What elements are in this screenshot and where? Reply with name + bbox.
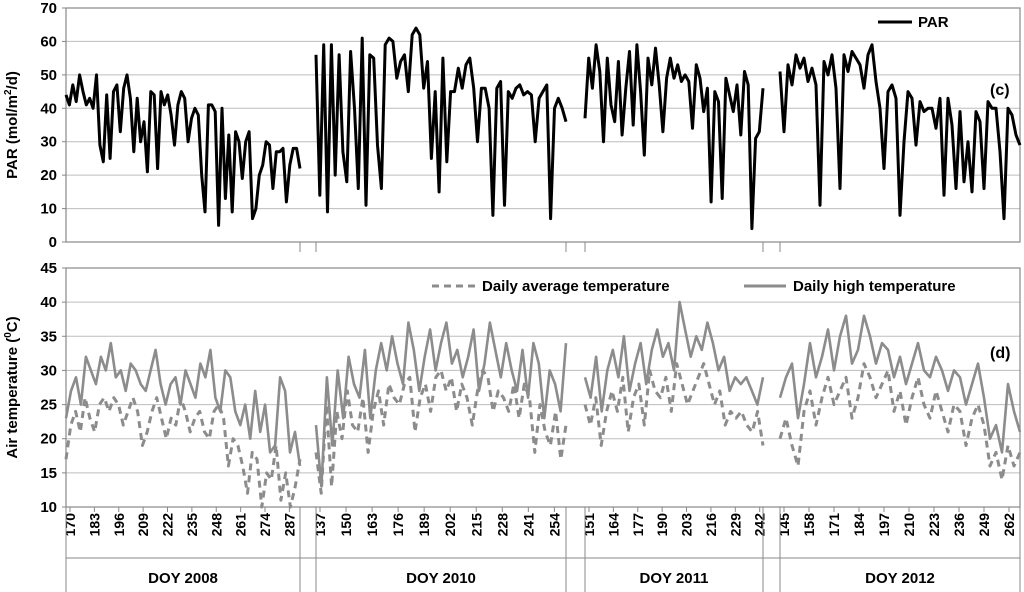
temp-series-0-line-2 <box>583 362 765 447</box>
par-ytick-label: 70 <box>40 0 57 17</box>
temp-panel-label: (d) <box>990 345 1010 362</box>
temp-ytick-label: 35 <box>40 328 57 345</box>
par-panel: 0 10 20 30 40 50 60 70 PAR (mol/m2/d) (c) PAR <box>3 0 1022 251</box>
temp-ytick-label: 25 <box>40 397 57 414</box>
par-plot-frame <box>65 7 1021 243</box>
temp-xtick-label: 210 <box>901 513 917 537</box>
x-group-label: DOY 2012 <box>865 570 935 587</box>
temp-xtick-label: 151 <box>581 513 597 537</box>
par-ytick-label: 20 <box>40 167 57 184</box>
par-panel-label: (c) <box>990 82 1010 99</box>
temp-xtick-label: 223 <box>926 513 942 537</box>
temp-xtick-label: 197 <box>876 513 892 537</box>
temp-xtick-label: 203 <box>679 513 695 537</box>
x-axis: 170 183 196 209 222 235 248 261 274 287 137 150 163 1… <box>62 242 1021 592</box>
temp-xtick-label: 164 <box>605 513 621 537</box>
temp-series-1-line-3 <box>778 314 1022 454</box>
temp-xtick-label: 228 <box>494 513 510 537</box>
par-y-axis-label: PAR (mol/m2/d) <box>3 71 21 179</box>
temp-plot-frame <box>65 267 1021 508</box>
temp-xtick-label: 171 <box>826 513 842 537</box>
temp-xtick-label: 248 <box>208 513 224 537</box>
temp-xtick-label: 242 <box>752 513 768 537</box>
temp-xtick-label: 215 <box>468 513 484 537</box>
par-series-0-line-0 <box>64 73 302 227</box>
temp-xtick-label: 241 <box>520 513 536 537</box>
temp-ytick-label: 10 <box>40 499 57 516</box>
temp-ytick-label: 20 <box>40 431 57 448</box>
temp-xtick-label: 137 <box>312 513 328 537</box>
temp-xtick-label: 229 <box>727 513 743 537</box>
temp-xtick-label: 216 <box>703 513 719 537</box>
par-ytick-label: 50 <box>40 67 57 84</box>
par-series-0-line-3 <box>778 43 1022 221</box>
temp-xtick-label: 249 <box>976 513 992 537</box>
temp-series-0-line-1 <box>314 368 568 495</box>
temp-xtick-label: 262 <box>1001 513 1017 537</box>
legend-avg-label: Daily average temperature <box>482 278 670 295</box>
temp-xtick-label: 189 <box>416 513 432 537</box>
temp-xtick-label: 158 <box>801 513 817 537</box>
temp-xtick-label: 222 <box>160 513 176 537</box>
temp-xtick-label: 196 <box>111 513 127 537</box>
temp-xtick-label: 261 <box>233 513 249 537</box>
temp-xtick-label: 145 <box>776 513 792 537</box>
par-ytick-label: 30 <box>40 134 57 151</box>
temp-xtick-label: 163 <box>364 513 380 537</box>
temp-xtick-label: 176 <box>390 513 406 537</box>
legend-high-label: Daily high temperature <box>793 278 956 295</box>
temp-ytick-label: 40 <box>40 294 57 311</box>
temp-xtick-label: 287 <box>281 513 297 537</box>
legend-par-label: PAR <box>918 14 949 31</box>
temp-xtick-label: 177 <box>630 513 646 537</box>
temp-xtick-label: 170 <box>62 513 78 537</box>
temp-xtick-label: 190 <box>654 513 670 537</box>
par-ytick-label: 60 <box>40 33 57 50</box>
temp-xtick-label: 236 <box>951 513 967 537</box>
temp-ytick-label: 45 <box>40 260 57 277</box>
par-series-0-line-2 <box>583 43 765 231</box>
x-group-label: DOY 2008 <box>148 570 218 587</box>
temp-xtick-label: 183 <box>86 513 102 537</box>
par-ytick-label: 0 <box>49 234 57 251</box>
temperature-panel: 10 15 20 25 30 35 40 45 Air temperature (0C) (d) D… <box>3 260 1022 516</box>
temp-xtick-label: 235 <box>184 513 200 537</box>
x-group-label: DOY 2010 <box>406 570 476 587</box>
temp-series-1-line-2 <box>583 300 765 413</box>
temp-xtick-label: 202 <box>442 513 458 537</box>
par-ytick-label: 40 <box>40 100 57 117</box>
x-group-label: DOY 2011 <box>640 570 709 587</box>
temp-ytick-label: 30 <box>40 362 57 379</box>
temp-series-0-line-0 <box>64 396 302 509</box>
temp-xtick-label: 254 <box>546 513 562 537</box>
temp-series-1-line-0 <box>64 341 302 467</box>
temp-series-0-line-3 <box>778 362 1022 482</box>
temp-xtick-label: 184 <box>851 513 867 537</box>
temp-series-1-line-1 <box>314 321 568 488</box>
par-ytick-label: 10 <box>40 201 57 218</box>
temp-ytick-label: 15 <box>40 465 57 482</box>
par-series-0-line-1 <box>314 26 568 221</box>
temp-xtick-label: 150 <box>338 513 354 537</box>
temp-y-axis-label: Air temperature (0C) <box>3 316 21 458</box>
temp-xtick-label: 274 <box>257 513 273 537</box>
temp-xtick-label: 209 <box>135 513 151 537</box>
